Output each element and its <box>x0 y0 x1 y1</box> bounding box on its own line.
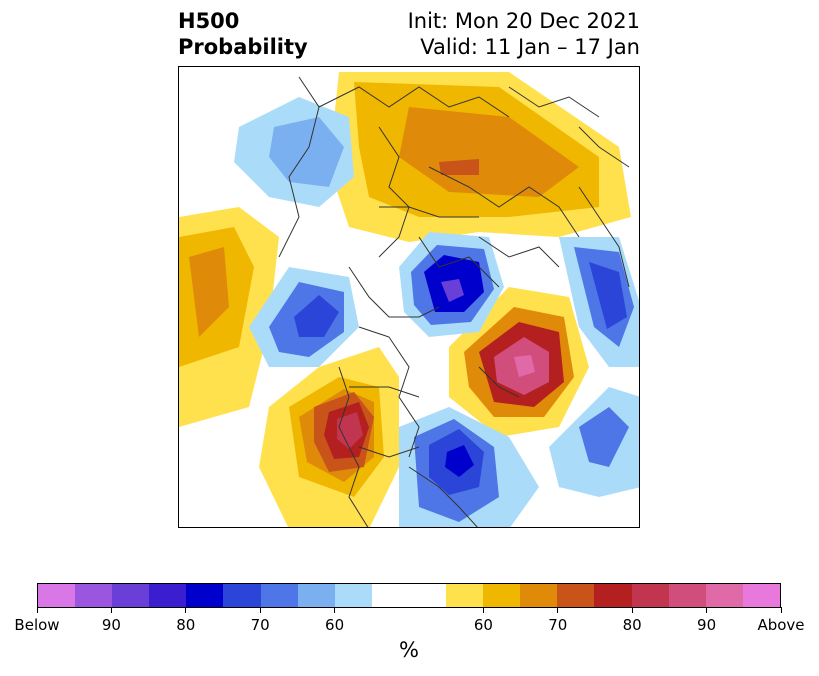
colorbar-unit-label: % <box>399 638 419 662</box>
colorbar-swatch <box>371 584 409 607</box>
colorbar-swatch <box>112 584 150 607</box>
colorbar-tick-label: 80 <box>176 616 196 634</box>
colorbar-tick-label: 60 <box>325 616 345 634</box>
anomaly-below-siberia-inner <box>589 262 627 329</box>
colorbar-swatch <box>557 584 595 607</box>
colorbar-swatch <box>594 584 632 607</box>
colorbar-tick <box>259 607 261 613</box>
colorbar-swatch <box>334 584 372 607</box>
colorbar-swatch <box>705 584 743 607</box>
map-dates: Init: Mon 20 Dec 2021 Valid: 11 Jan – 17… <box>408 8 640 60</box>
colorbar-tick-label: 70 <box>250 616 270 634</box>
colorbar-tick <box>110 607 112 613</box>
colorbar-tick-label: 90 <box>697 616 717 634</box>
colorbar-tick <box>557 607 559 613</box>
colorbar-tick <box>482 607 484 613</box>
map-title: H500 Probability <box>178 8 308 60</box>
map-canvas <box>179 72 639 527</box>
anomaly-below-southeast-core <box>579 407 629 467</box>
colorbar-swatch <box>520 584 558 607</box>
colorbar-swatch <box>260 584 298 607</box>
anomaly-above-us-max <box>337 412 363 449</box>
colorbar-swatch <box>483 584 521 607</box>
colorbar-tick-label: 90 <box>101 616 121 634</box>
colorbar-swatch <box>75 584 113 607</box>
probability-map <box>178 66 640 528</box>
colorbar-tick <box>185 607 187 613</box>
colorbar-tick-label: 70 <box>548 616 568 634</box>
init-date: Init: Mon 20 Dec 2021 <box>407 9 640 33</box>
colorbar-tick <box>631 607 633 613</box>
colorbar-tick-label: Above <box>757 616 805 634</box>
colorbar-tick <box>706 607 708 613</box>
colorbar-swatch <box>631 584 669 607</box>
anomaly-below-northwest-core <box>269 117 344 187</box>
colorbar-tick <box>36 607 38 613</box>
anomaly-below-pacific-inner <box>294 295 339 337</box>
colorbar-swatch <box>186 584 224 607</box>
colorbar-swatch <box>742 584 780 607</box>
colorbar-tick-label: Below <box>14 616 60 634</box>
valid-range: Valid: 11 Jan – 17 Jan <box>420 35 640 59</box>
anomaly-above-north-peak <box>439 159 479 175</box>
colorbar-swatch <box>38 584 76 607</box>
colorbar-swatch <box>446 584 484 607</box>
colorbar-tick-label: 80 <box>622 616 642 634</box>
title-variable: H500 <box>178 9 240 33</box>
colorbar-swatch <box>149 584 187 607</box>
anomaly-below-greenland-peak <box>441 279 464 302</box>
colorbar-tick <box>780 607 782 613</box>
colorbar-swatch <box>668 584 706 607</box>
colorbar-swatch <box>408 584 447 607</box>
coastlines <box>278 76 630 527</box>
anomaly-below-atlantic-peak <box>445 445 474 477</box>
colorbar-tick-label: 60 <box>473 616 493 634</box>
colorbar-swatch <box>223 584 261 607</box>
anomaly-above-east-max <box>514 355 535 377</box>
anomaly-above-west-inner <box>189 247 229 337</box>
title-field: Probability <box>178 35 308 59</box>
colorbar-tick <box>334 607 336 613</box>
colorbar <box>37 583 781 608</box>
colorbar-swatch <box>297 584 335 607</box>
